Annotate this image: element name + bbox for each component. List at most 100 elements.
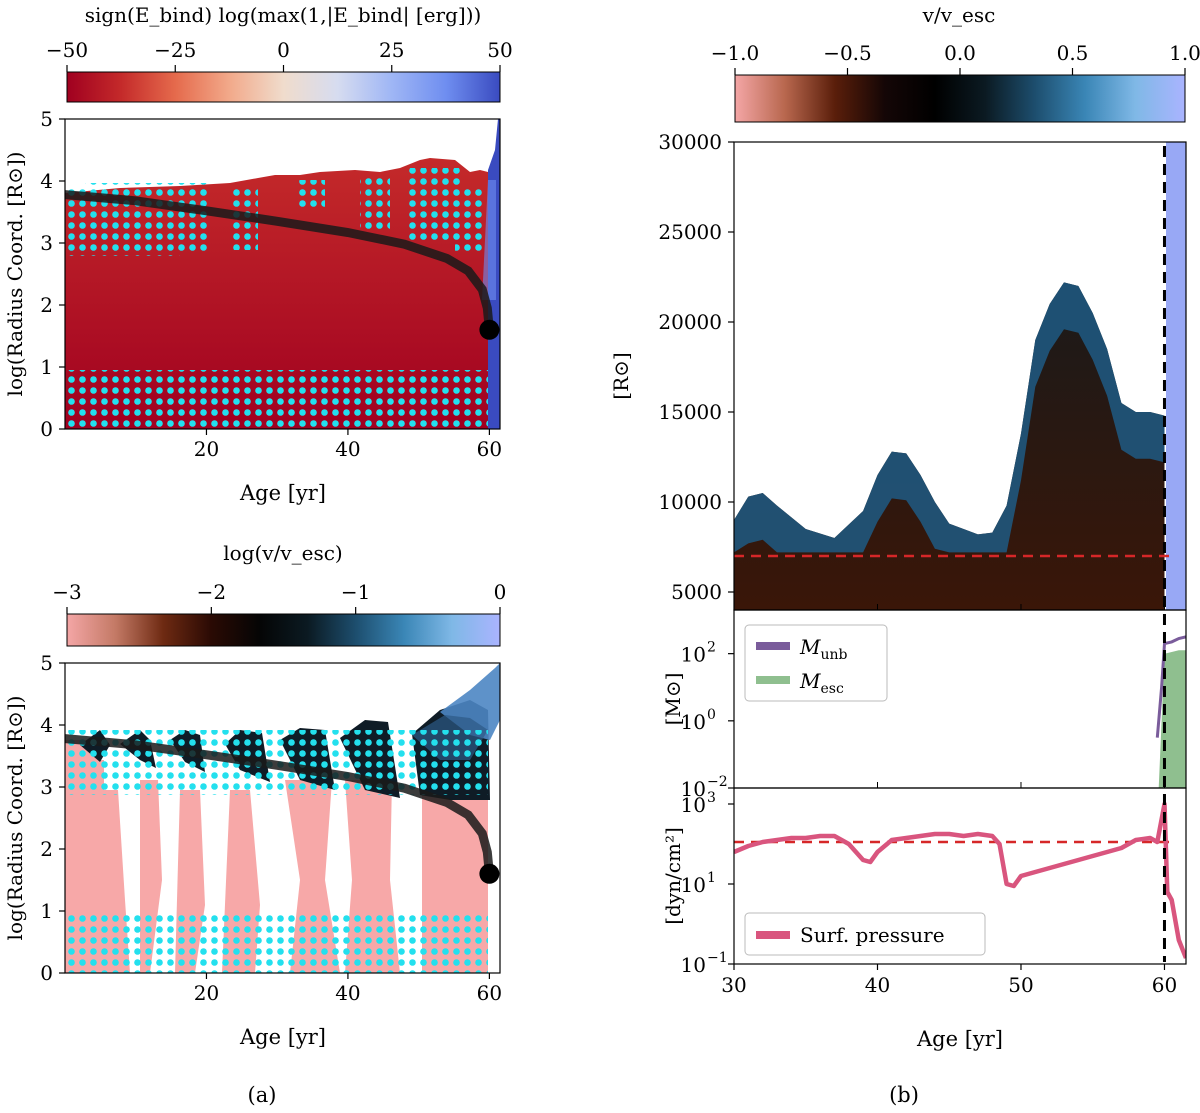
legend-label-m-unb: Munb	[799, 635, 848, 663]
colorbar-bind	[66, 71, 501, 103]
axes-frame	[64, 662, 501, 974]
surface-radius-line	[65, 734, 494, 879]
y-tick-label: 10	[681, 643, 706, 667]
legend: Munb Mesc	[744, 624, 888, 702]
colorbar-tick-label: 25	[379, 38, 404, 62]
y-tick-label: 2	[40, 293, 53, 317]
m-esc-area	[1158, 650, 1186, 788]
heatmap-bind	[65, 119, 500, 429]
m-unb-line	[1155, 635, 1186, 738]
convective-dots-core	[65, 915, 488, 973]
x-tick-label: 20	[194, 437, 219, 461]
x-tick-label: 40	[335, 981, 360, 1005]
axis-ticks: 5000 10000 15000 20000 25000 30000	[658, 130, 1165, 610]
x-tick-label: 40	[865, 973, 890, 997]
y-tick-label: 10	[681, 953, 706, 977]
x-tick-label: 60	[477, 981, 502, 1005]
y-tick-label: 0	[40, 417, 53, 441]
colorbar-tick-label: −25	[154, 38, 196, 62]
y-tick-exponent: −1	[707, 950, 728, 966]
convective-dots-core	[65, 370, 488, 429]
panel-label-b: (b)	[889, 1083, 919, 1107]
heatmap-logv	[65, 663, 500, 973]
colorbar-tick-label: 0	[277, 38, 290, 62]
end-point	[479, 863, 500, 884]
y-tick-label: 4	[40, 713, 53, 737]
panel-a-bottom: log(v/v_esc) −3 −2 −1 0 20 40 60 0 1 2 3 4 5 Age [y…	[3, 541, 506, 1049]
y-tick-label: 2	[40, 837, 53, 861]
colorbar-label-v: v/v_esc	[922, 3, 996, 27]
legend-swatch-m-esc	[756, 676, 790, 684]
y-tick-label: 25000	[658, 220, 722, 244]
y-tick-exponent: 2	[707, 640, 716, 656]
legend: Surf. pressure	[744, 912, 986, 956]
y-axis-label: log(Radius Coord. [R⊙])	[3, 152, 27, 397]
x-axis-label: Age [yr]	[239, 1025, 326, 1049]
surface-track	[65, 734, 500, 884]
axis-ticks: 20 40 60 0 1 2 3 4 5	[40, 107, 502, 461]
colorbar-tick-label: 0.0	[944, 41, 976, 65]
y-tick-exponent: 0	[707, 707, 716, 723]
y-tick-label: 5	[40, 107, 53, 131]
axes-frame	[64, 118, 501, 430]
y-tick-exponent: 1	[707, 870, 716, 886]
y-tick-label: 3	[40, 231, 53, 255]
surface-track	[65, 190, 500, 340]
panel-b-top: v/v_esc −1.0 −0.5 0.0 0.5 1.0 5000 10000 15000…	[609, 3, 1200, 611]
y-tick-label: 20000	[658, 310, 722, 334]
end-point	[479, 319, 500, 340]
colorbar-tick-label: 1.0	[1169, 41, 1200, 65]
y-tick-label: 1	[40, 899, 53, 923]
fast-outflow-strip	[1166, 142, 1186, 610]
colorbar-tick-label: −1.0	[711, 41, 760, 65]
x-tick-label: 30	[721, 973, 746, 997]
colorbar-tick-label: 50	[487, 38, 512, 62]
surf-pressure-line	[734, 801, 1186, 959]
colorbar-v	[734, 74, 1186, 123]
panel-label-a: (a)	[248, 1083, 277, 1107]
y-tick-label: 10	[681, 793, 706, 817]
colorbar-tick-label: 0.5	[1057, 41, 1089, 65]
colorbar-tick-label: −3	[52, 580, 81, 604]
y-tick-label: 30000	[658, 130, 722, 154]
y-tick-exponent: −2	[707, 774, 728, 790]
outflow-region	[734, 282, 1165, 553]
legend-swatch-surf-pressure	[756, 931, 790, 939]
colorbar-tick-label: 0	[494, 580, 507, 604]
x-tick-label: 60	[477, 437, 502, 461]
colorbar-label-logv: log(v/v_esc)	[223, 541, 342, 565]
legend-label-m-esc: Mesc	[799, 669, 844, 697]
y-tick-label: 5	[40, 651, 53, 675]
axes-frame	[733, 787, 1187, 965]
legend-swatch-m-unb	[756, 642, 790, 650]
y-tick-label: 10	[681, 710, 706, 734]
y-tick-label: 15000	[658, 400, 722, 424]
y-tick-label: 0	[40, 961, 53, 985]
colorbar-ticks-logv: −3 −2 −1 0	[52, 580, 506, 614]
y-tick-label: 4	[40, 169, 53, 193]
x-tick-label: 20	[194, 981, 219, 1005]
surface-radius-line	[65, 190, 494, 335]
y-axis-label: [M⊙]	[661, 673, 685, 726]
envelope-region	[734, 282, 1165, 610]
infall-region	[65, 740, 488, 973]
colorbar-tick-label: −0.5	[823, 41, 872, 65]
colorbar-tick-label: −50	[46, 38, 88, 62]
y-axis-label: log(Radius Coord. [R⊙])	[3, 696, 27, 941]
colorbar-ticks-bind: −50 −25 0 25 50	[46, 38, 513, 72]
y-tick-label: 10	[681, 777, 706, 801]
y-axis-label: [dyn/cm²]	[661, 827, 685, 925]
y-tick-label: 1	[40, 355, 53, 379]
convective-dots-top	[65, 168, 484, 256]
y-tick-label: 3	[40, 775, 53, 799]
colorbar-ticks-v: −1.0 −0.5 0.0 0.5 1.0	[711, 41, 1200, 75]
legend-label-surf-pressure: Surf. pressure	[800, 923, 945, 947]
y-tick-label: 10000	[658, 490, 722, 514]
x-axis-label: Age [yr]	[916, 1027, 1003, 1051]
colorbar-label-bind: sign(E_bind) log(max(1,|E_bind| [erg]))	[85, 3, 482, 28]
y-tick-exponent: 3	[707, 790, 716, 806]
